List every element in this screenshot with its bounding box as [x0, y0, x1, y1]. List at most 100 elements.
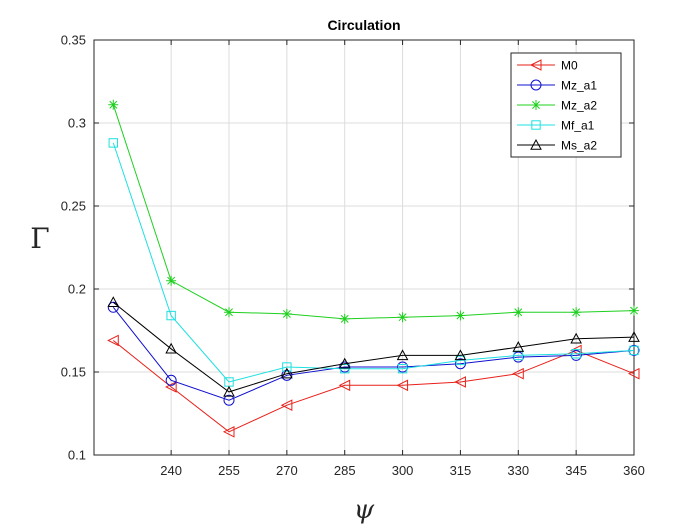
- legend-marker: [531, 100, 541, 110]
- series-line: [112, 306, 635, 401]
- data-point: [512, 351, 524, 363]
- legend-label: Mz_a2: [561, 99, 597, 113]
- data-point: [280, 399, 293, 412]
- data-point: [338, 357, 351, 369]
- data-point: [166, 310, 176, 321]
- legend-item: Mz_a2: [517, 99, 597, 113]
- x-tick-label: 255: [218, 463, 240, 478]
- legend-item: M0: [517, 59, 578, 73]
- data-point: [339, 313, 350, 324]
- data-point-stroke: [513, 307, 524, 318]
- data-point: [281, 367, 293, 379]
- data-point-stroke: [455, 310, 466, 321]
- data-point: [397, 363, 408, 374]
- data-point: [222, 425, 235, 438]
- data-point: [512, 341, 525, 352]
- series-line: [112, 104, 635, 320]
- data-point-stroke: [281, 308, 292, 319]
- data-point-stroke: [224, 307, 234, 318]
- data-point: [454, 349, 467, 361]
- data-point: [338, 379, 351, 392]
- data-point: [454, 358, 466, 370]
- data-point: [397, 312, 408, 323]
- x-tick-label: 285: [334, 463, 356, 478]
- axes-box: [93, 39, 635, 456]
- data-point: [627, 367, 640, 380]
- data-point: [570, 344, 582, 357]
- data-point: [282, 362, 292, 372]
- data-point: [223, 394, 235, 406]
- x-tick-label: 315: [450, 463, 472, 478]
- data-point: [107, 296, 120, 308]
- data-point: [513, 307, 524, 318]
- data-point: [165, 374, 177, 386]
- x-axis-label: ψ: [354, 495, 375, 525]
- legend-marker-stroke: [531, 100, 541, 110]
- data-point-stroke: [166, 275, 177, 286]
- y-tick-label: 0.1: [68, 448, 86, 463]
- tick-labels: 240 255 270 285 300 315 330 345 360 0.1 0.15 0.2 0.2…: [61, 33, 645, 479]
- data-point: [108, 138, 118, 148]
- x-tick-label: 300: [392, 463, 414, 478]
- data-point: [628, 331, 640, 342]
- data-point-stroke: [571, 307, 582, 318]
- data-point: [223, 385, 235, 397]
- x-tick-label: 270: [276, 463, 298, 478]
- series-M0: [107, 334, 640, 438]
- series-Mf_a1: [108, 138, 639, 387]
- data-point: [166, 275, 177, 286]
- chart-title: Circulation: [327, 17, 400, 33]
- series-Ms_a2: [107, 296, 640, 397]
- y-tick-label: 0.3: [68, 116, 86, 131]
- data-point: [397, 361, 409, 373]
- data-point: [512, 367, 524, 380]
- legend-label: Ms_a2: [561, 139, 597, 153]
- data-point: [571, 307, 582, 318]
- x-tick-label: 240: [160, 463, 182, 478]
- y-tick-label: 0.15: [61, 365, 86, 380]
- data-point: [570, 349, 582, 361]
- data-point: [340, 363, 350, 374]
- y-tick-label: 0.35: [61, 33, 86, 48]
- data-point: [455, 310, 466, 321]
- data-point: [570, 332, 582, 344]
- data-point: [224, 307, 234, 318]
- data-point: [571, 349, 581, 359]
- legend-item: Mz_a1: [517, 79, 597, 93]
- data-point: [396, 349, 409, 361]
- series-line: [112, 301, 635, 393]
- data-point: [454, 376, 466, 388]
- data-point: [396, 379, 409, 392]
- y-tick-label: 0.2: [68, 282, 86, 297]
- data-point: [455, 355, 466, 366]
- legend-marker: [530, 138, 542, 150]
- data-point: [107, 334, 119, 347]
- data-point: [108, 99, 119, 110]
- x-tick-label: 360: [623, 463, 645, 478]
- x-tick-label: 345: [565, 463, 587, 478]
- data-point-stroke: [629, 305, 639, 316]
- legend-label: Mf_a1: [561, 119, 595, 133]
- y-axis-label: Γ: [30, 222, 49, 255]
- data-point-stroke: [339, 313, 350, 324]
- axes: [93, 39, 635, 456]
- legend-marker: [529, 59, 542, 71]
- series-line: [112, 340, 635, 433]
- data-point-stroke: [108, 99, 119, 110]
- series-group: [107, 99, 640, 438]
- legend-marker: [530, 79, 542, 91]
- legend-label: Mz_a1: [561, 79, 597, 93]
- legend-marker: [531, 120, 541, 130]
- series-Mz_a2: [108, 99, 639, 324]
- data-point: [165, 381, 177, 393]
- series-line: [112, 142, 635, 383]
- data-point: [629, 345, 639, 356]
- legend-label: M0: [561, 59, 578, 73]
- y-tick-label: 0.25: [61, 199, 86, 214]
- data-point: [281, 308, 292, 319]
- legend: M0 Mz_a1 Mz_a2 Mf_a1 Ms_a2: [510, 52, 622, 158]
- data-point-stroke: [397, 312, 408, 323]
- data-point: [107, 301, 119, 313]
